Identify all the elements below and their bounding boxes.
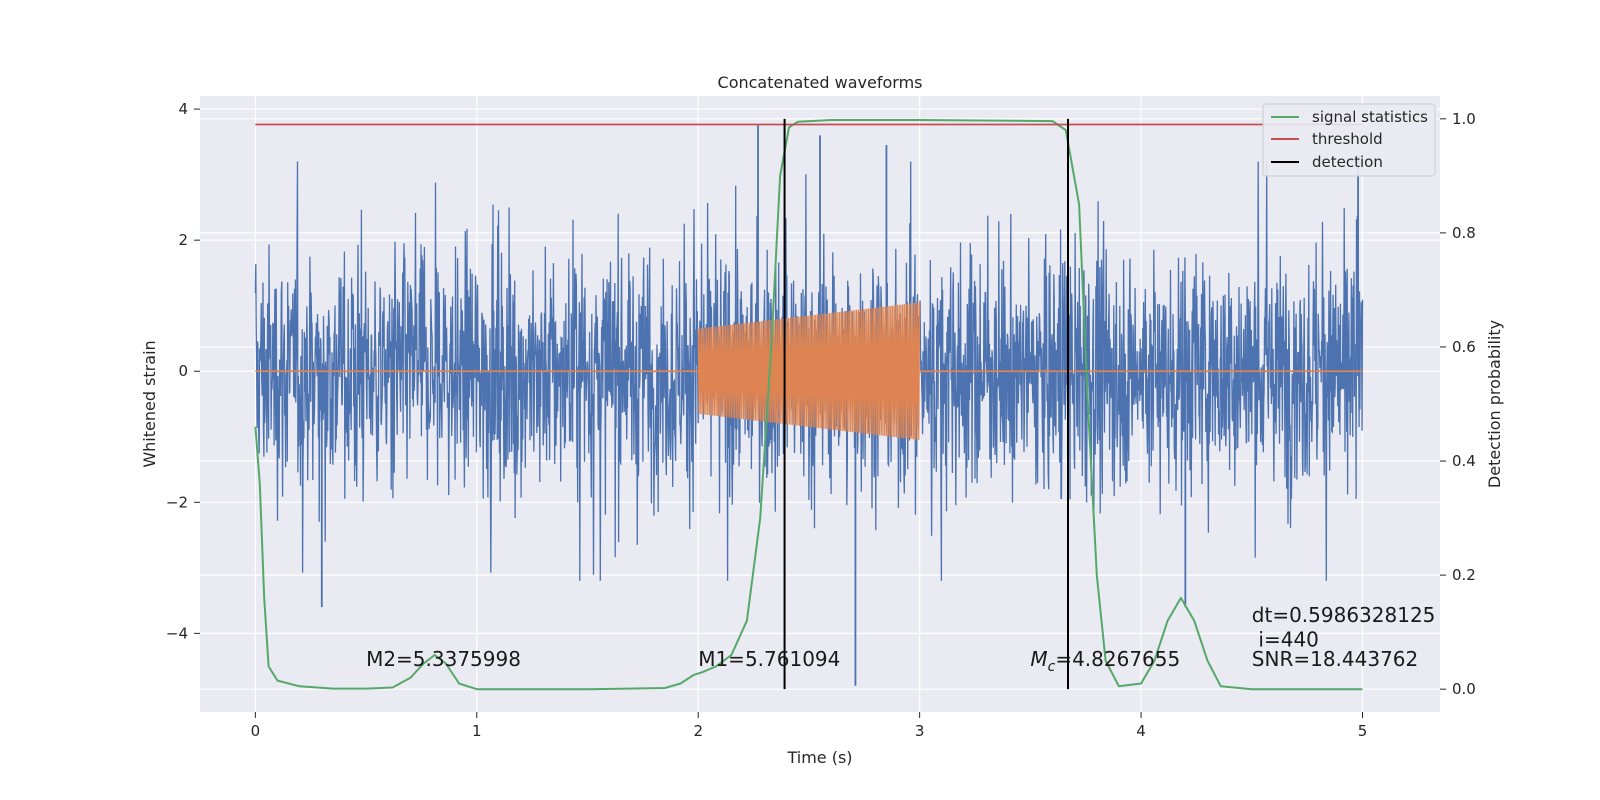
probability-series [254, 118, 1363, 691]
legend-box [1262, 103, 1436, 177]
axes: 0 1 2 3 4 5 4 2 0 −2 −4 1.0 0.8 0.6 0.4 0.2 0.0 [166, 100, 1476, 740]
legend-label-signal-statistics: signal statistics [1312, 108, 1428, 126]
annotation-0: M2=5.3375998 [366, 647, 521, 671]
template-series [255, 302, 1363, 440]
y-axis-label-left: Whitened strain [140, 340, 159, 467]
x-tick-label-5: 5 [1358, 722, 1368, 740]
y-right-tick-label-1: 0.8 [1452, 224, 1476, 242]
y-left-tick-label-4: −4 [166, 624, 188, 642]
legend-label-threshold: threshold [1312, 130, 1383, 148]
y-axis-label-right: Detection probability [1485, 320, 1504, 488]
y-right-tick-label-3: 0.4 [1452, 452, 1476, 470]
strain-noise-line [254, 161, 1364, 581]
template-chirp-line [697, 302, 921, 440]
y-right-tick-label-5: 0.0 [1452, 680, 1476, 698]
y-right-tick-label-0: 1.0 [1452, 110, 1476, 128]
signal-statistics-line [254, 119, 1363, 691]
x-tick-label-3: 3 [915, 722, 925, 740]
legend-label-detection: detection [1312, 153, 1383, 171]
annotation-2: Mc=4.8267655 [1030, 647, 1180, 675]
chart-title: Concatenated waveforms [718, 73, 923, 92]
y-left-tick-label-0: 4 [178, 100, 188, 118]
y-right-tick-label-4: 0.2 [1452, 566, 1476, 584]
annotations: M2=5.3375998 M1=5.761094 Mc=4.8267655 dt=0.… [366, 603, 1435, 675]
x-tick-label-0: 0 [251, 722, 261, 740]
y-left-tick-label-3: −2 [166, 493, 188, 511]
annotation-1: M1=5.761094 [698, 647, 840, 671]
annotation-3: dt=0.5986328125 [1252, 603, 1436, 627]
x-tick-label-1: 1 [472, 722, 482, 740]
strain-series [254, 125, 1364, 686]
y-left-tick-label-2: 0 [178, 362, 188, 380]
legend: signal statistics threshold detection [1262, 103, 1436, 177]
x-axis-label: Time (s) [786, 748, 852, 767]
x-tick-label-2: 2 [693, 722, 703, 740]
y-left-tick-label-1: 2 [178, 231, 188, 249]
y-right-tick-label-2: 0.6 [1452, 338, 1476, 356]
annotation-4: i=440 [1258, 627, 1319, 651]
x-tick-label-4: 4 [1136, 722, 1146, 740]
annotation-5: SNR=18.443762 [1252, 647, 1418, 671]
